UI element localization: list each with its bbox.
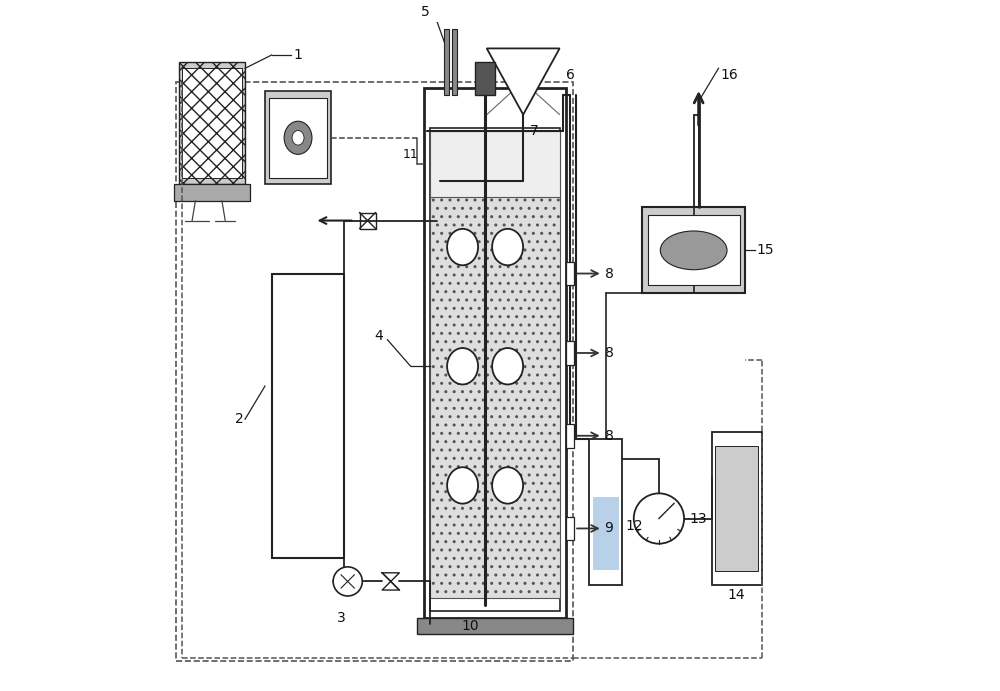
Text: 11: 11 — [403, 148, 418, 161]
Bar — [566, 341, 574, 365]
Bar — [642, 207, 745, 294]
Bar — [265, 91, 331, 184]
Text: 4: 4 — [374, 330, 383, 343]
Bar — [269, 98, 327, 178]
Ellipse shape — [284, 121, 312, 154]
Bar — [176, 82, 573, 661]
Text: 9: 9 — [605, 522, 613, 536]
Bar — [475, 61, 495, 95]
Bar — [566, 424, 574, 448]
Text: 7: 7 — [530, 124, 539, 138]
Bar — [566, 517, 574, 540]
Text: 13: 13 — [689, 511, 707, 526]
Circle shape — [634, 493, 684, 544]
Text: 5: 5 — [421, 5, 429, 19]
Text: 8: 8 — [605, 346, 613, 360]
Text: 6: 6 — [566, 68, 575, 82]
Ellipse shape — [447, 467, 478, 504]
Bar — [444, 28, 449, 95]
Text: 15: 15 — [757, 243, 775, 257]
Text: 3: 3 — [337, 611, 345, 625]
Text: 8: 8 — [605, 267, 613, 281]
Bar — [182, 68, 242, 178]
Bar — [712, 433, 762, 585]
Bar — [174, 184, 250, 200]
Ellipse shape — [447, 229, 478, 265]
Bar — [589, 439, 622, 585]
Bar — [272, 274, 344, 558]
Ellipse shape — [492, 229, 523, 265]
Ellipse shape — [492, 348, 523, 384]
Bar — [417, 618, 573, 634]
Text: 10: 10 — [461, 619, 479, 634]
Bar — [452, 28, 457, 95]
Bar — [430, 131, 560, 198]
Bar — [430, 128, 560, 612]
Text: 12: 12 — [626, 520, 643, 533]
Bar — [430, 135, 560, 598]
Ellipse shape — [447, 348, 478, 384]
Text: 8: 8 — [605, 428, 613, 443]
Text: 16: 16 — [720, 68, 738, 82]
Text: 14: 14 — [728, 587, 746, 602]
Polygon shape — [487, 48, 560, 115]
Bar — [715, 446, 758, 571]
Text: 1: 1 — [293, 48, 302, 62]
Ellipse shape — [492, 467, 523, 504]
Bar — [593, 498, 619, 570]
Circle shape — [333, 567, 362, 596]
Ellipse shape — [660, 231, 727, 269]
Bar — [179, 61, 245, 184]
Text: 2: 2 — [235, 413, 244, 426]
Bar — [648, 216, 740, 285]
Bar — [566, 262, 574, 285]
Ellipse shape — [292, 131, 304, 145]
Bar — [424, 88, 566, 618]
